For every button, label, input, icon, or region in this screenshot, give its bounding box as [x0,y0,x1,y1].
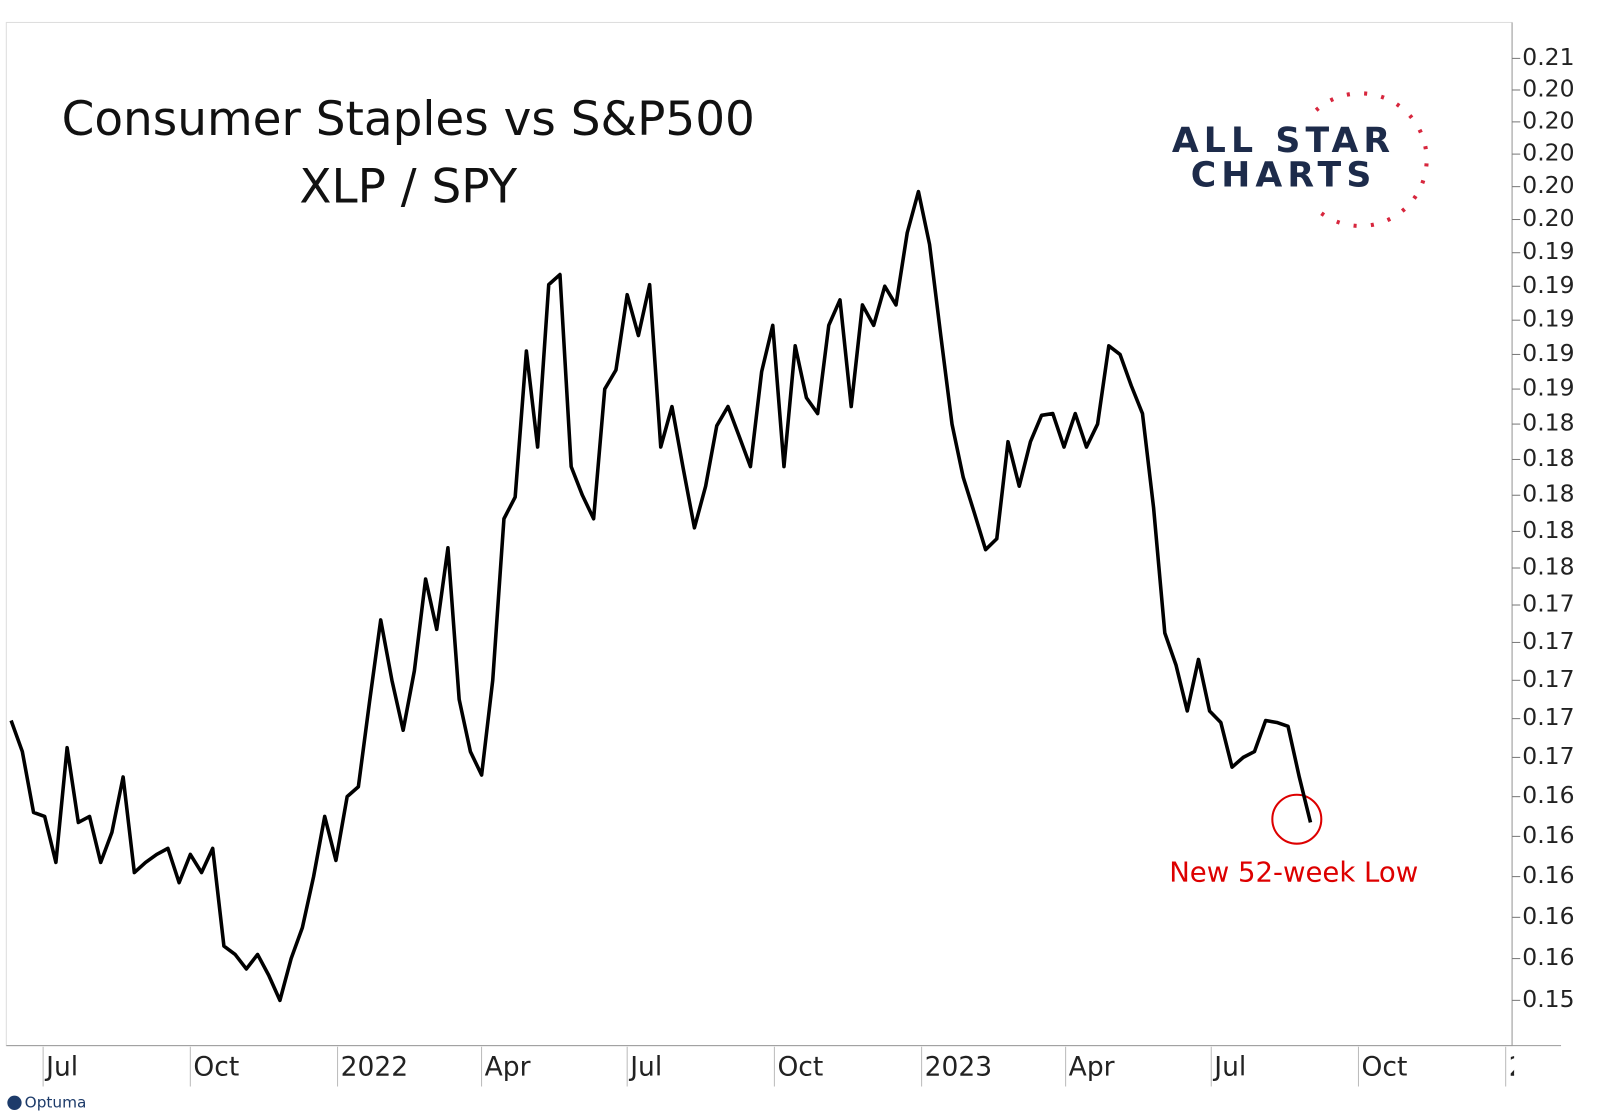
y-tick-label: 0.18 [1522,409,1574,437]
footer-icon [7,1095,22,1110]
plot-area [5,21,1513,1047]
chart-subtitle: XLP / SPY [299,159,517,214]
y-tick-label: 0.20 [1522,204,1574,232]
y-tick-label: 0.16 [1522,781,1574,809]
y-tick-label: 0.19 [1522,305,1574,333]
y-tick-label: 0.16 [1522,902,1574,930]
y-tick-label: 0.17 [1522,742,1574,770]
annotation: New 52-week Low [1169,856,1418,888]
x-tick-label: Oct [193,1052,239,1083]
y-tick-label: 0.20 [1522,139,1574,167]
y-tick-label: 0.21 [1522,43,1574,71]
x-tick-label: 2023 [925,1052,992,1083]
y-tick-label: 0.18 [1522,480,1574,508]
x-tick-label: Oct [777,1052,823,1083]
x-tick-label: Apr [485,1052,531,1083]
x-ticks: Jul Oct 2022 Apr Jul Oct 2023 Apr Jul Oct 2024 [42,1046,1576,1087]
y-tick-label: 0.16 [1522,821,1574,849]
footer: Optuma [25,1093,87,1111]
y-tick-label: 0.18 [1522,516,1574,544]
y-tick-label: 0.17 [1522,703,1574,731]
y-tick-label: 0.20 [1522,171,1574,199]
x-tick-label: Apr [1069,1052,1115,1083]
x-tick-label: Oct [1362,1052,1408,1083]
y-tick-label: 0.18 [1522,553,1574,581]
y-tick-label: 0.20 [1522,74,1574,102]
x-tick-label: Jul [628,1052,662,1083]
line-series [9,189,1313,1003]
x-tick-label: Jul [44,1052,78,1083]
y-tick-label: 0.19 [1522,237,1574,265]
y-tick-label: 0.19 [1522,339,1574,367]
y-tick-label: 0.17 [1522,590,1574,618]
y-tick-label: 0.18 [1522,444,1574,472]
logo-text: ALL STAR [1172,121,1395,161]
y-tick-label: 0.15 [1522,985,1574,1013]
y-tick-label: 0.19 [1522,374,1574,402]
annotation-circle [1271,793,1323,845]
chart-title: Consumer Staples vs S&P500 [62,92,755,147]
x-tick-label: 2022 [341,1052,408,1083]
y-tick-label: 0.19 [1522,271,1574,299]
x-tick-label: Jul [1212,1052,1246,1083]
logo: ALL STAR CHARTS [1172,91,1429,228]
y-tick-label: 0.17 [1522,665,1574,693]
x-tick-label: 2024 [1509,1052,1576,1083]
y-tick-label: 0.16 [1522,861,1574,889]
logo-text: CHARTS [1191,155,1377,195]
y-tick-label: 0.17 [1522,627,1574,655]
y-tick-label: 0.20 [1522,106,1574,134]
y-tick-label: 0.16 [1522,943,1574,971]
